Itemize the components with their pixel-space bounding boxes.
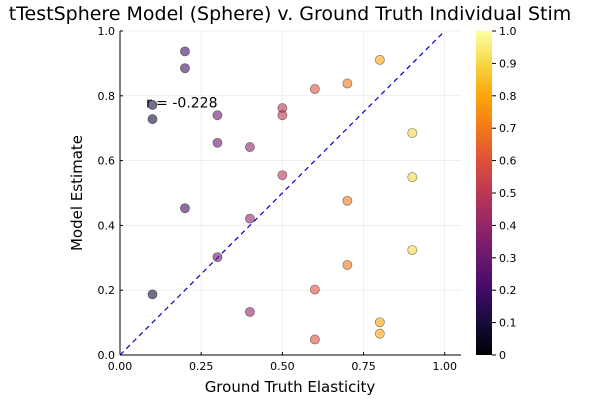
data-point-5	[180, 203, 190, 214]
colorbar-ticks: 0 0.1 0.2 0.3 0.4 0.5 0.6 0.7 0.8 0.9 1.0	[492, 25, 517, 362]
data-point-13	[277, 110, 288, 121]
colorbar-tick-label-10: 1.0	[499, 25, 517, 38]
data-point-21	[374, 54, 385, 65]
x-tick-label-3: 0.75	[351, 360, 376, 373]
data-point-11	[244, 306, 255, 317]
data-point-1	[147, 114, 158, 125]
chart-title: tTestSphere Model (Sphere) v. Ground Tru…	[9, 3, 572, 25]
colorbar-tick-label-5: 0.5	[499, 187, 517, 200]
colorbar-tick-label-3: 0.3	[499, 252, 517, 265]
data-point-10	[244, 213, 255, 224]
y-ticks: 0.0 0.2 0.4 0.6 0.8 1.0	[98, 25, 123, 362]
x-tick-label-1: 0.25	[189, 360, 214, 373]
y-tick-label-0: 0.0	[98, 349, 116, 362]
correlation-annotation: r = -0.228	[146, 95, 218, 111]
data-point-18	[342, 78, 353, 89]
data-point-14	[277, 170, 288, 181]
data-point-23	[374, 328, 385, 339]
y-axis-label: Model Estimate	[68, 135, 86, 251]
colorbar-tick-label-6: 0.6	[499, 155, 517, 168]
data-point-15	[309, 84, 320, 94]
data-point-17	[309, 334, 320, 345]
colorbar	[476, 31, 492, 355]
x-axis-label: Ground Truth Elasticity	[205, 378, 376, 396]
data-point-20	[342, 259, 353, 270]
data-point-19	[342, 195, 353, 206]
colorbar-tick-label-2: 0.2	[499, 284, 517, 297]
colorbar-tick-label-1: 0.1	[499, 317, 517, 330]
data-point-26	[407, 245, 418, 255]
x-ticks: 0.00 0.25 0.50 0.75 1.00	[108, 352, 457, 373]
data-point-8	[212, 252, 223, 263]
y-tick-label-5: 1.0	[98, 25, 116, 38]
data-point-25	[407, 172, 418, 183]
data-point-16	[309, 284, 320, 295]
data-point-6	[212, 110, 223, 121]
y-tick-label-2: 0.4	[98, 219, 116, 232]
data-point-9	[244, 142, 255, 152]
data-point-3	[180, 46, 190, 57]
colorbar-tick-label-4: 0.4	[499, 219, 517, 232]
y-tick-label-1: 0.2	[98, 284, 116, 297]
data-point-7	[212, 137, 223, 148]
y-tick-label-3: 0.6	[98, 155, 116, 168]
data-point-22	[374, 317, 385, 328]
colorbar-tick-label-7: 0.7	[499, 122, 517, 135]
data-point-4	[180, 63, 190, 74]
colorbar-tick-label-8: 0.8	[499, 90, 517, 103]
colorbar-tick-label-9: 0.9	[499, 57, 517, 70]
x-tick-label-4: 1.00	[433, 360, 458, 373]
data-point-0	[147, 99, 158, 110]
data-points	[147, 46, 418, 345]
y-tick-label-4: 0.8	[98, 90, 116, 103]
identity-reference-line	[120, 31, 446, 355]
x-tick-label-0: 0.00	[108, 360, 133, 373]
colorbar-tick-label-0: 0	[499, 349, 506, 362]
grid-lines	[119, 30, 461, 356]
x-tick-label-2: 0.50	[270, 360, 295, 373]
data-point-24	[407, 128, 418, 139]
data-point-2	[147, 289, 158, 300]
